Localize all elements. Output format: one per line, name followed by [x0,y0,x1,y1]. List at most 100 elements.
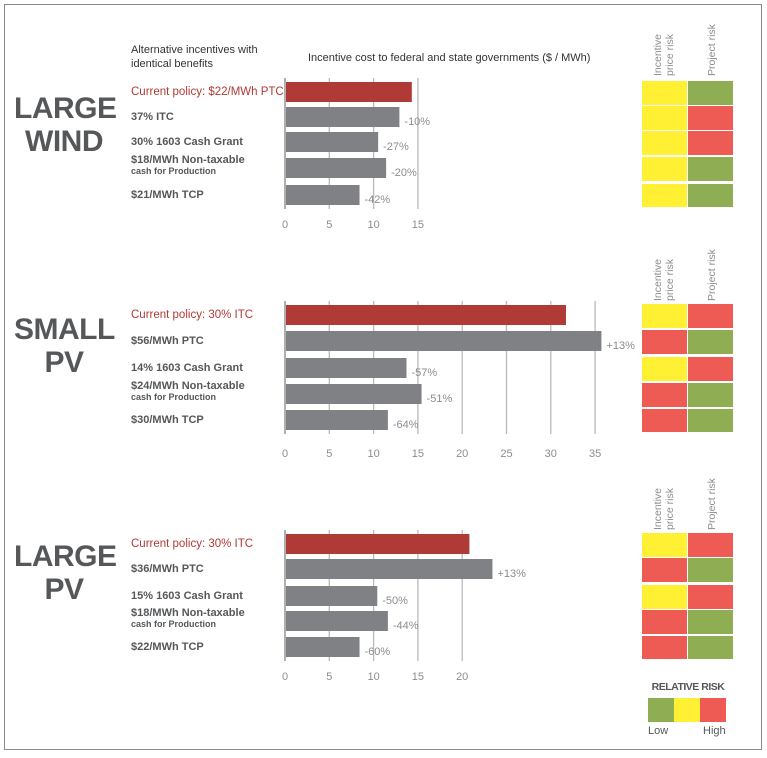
legend-low-label: Low [648,725,669,737]
x-tick-label: 10 [367,671,379,683]
section-title-line: SMALL [14,313,115,346]
risk-cell-incentive-price [642,304,687,328]
bar-alternative [286,132,379,152]
alternative-label: 30% 1603 Cash Grant [131,136,243,148]
section-title-line: PV [44,346,84,379]
label-line: Current policy: 30% ITC [131,309,254,321]
label-line: 30% 1603 Cash Grant [131,136,243,148]
label-line: 15% 1603 Cash Grant [131,590,243,602]
label-line: 37% ITC [131,111,174,123]
change-label: -42% [365,194,391,206]
bar-current-policy [286,534,470,554]
risk-cell-incentive-price [642,357,687,381]
label-line: $18/MWh Non-taxable [131,607,245,619]
risk-cell-incentive-price [642,610,687,634]
label-line: $24/MWh Non-taxable [131,380,245,392]
label-line: cash for Production [131,619,217,629]
label-line: $22/MWh TCP [131,641,204,653]
section-title-line: LARGE [14,92,117,125]
axis-title: Incentive cost to federal and state gove… [308,52,591,64]
section-title: LARGE PV [14,540,117,606]
risk-cell-project [688,81,733,105]
risk-cell-incentive-price [642,330,687,354]
legend-swatch-medium [674,698,700,722]
risk-cell-incentive-price [642,533,687,557]
x-tick-label: 0 [282,671,288,683]
bar-alternative [286,410,388,430]
current-policy-label: Current policy: 30% ITC [131,538,253,550]
x-tick-label: 10 [367,448,379,460]
x-tick-label: 20 [456,671,468,683]
alternative-label: $36/MWh PTC [131,563,204,575]
change-label: -44% [393,620,419,632]
risk-cell-project [688,610,733,634]
change-label: -10% [404,116,430,128]
risk-cell-project [688,357,733,381]
label-line: 14% 1603 Cash Grant [131,362,243,374]
label-line: $30/MWh TCP [131,414,204,426]
change-label: +13% [497,568,526,580]
risk-cell-incentive-price [642,585,687,609]
change-label: -20% [391,167,417,179]
risk-cell-project [688,585,733,609]
risk-cell-incentive-price [642,636,687,659]
section-title-line: LARGE [14,540,117,573]
risk-cell-project [688,636,733,659]
change-label: -51% [427,393,453,405]
risk-cell-incentive-price [642,131,687,155]
bar-alternative [286,185,360,205]
bar-alternative [286,158,387,178]
change-label: -27% [383,141,409,153]
x-tick-label: 20 [456,448,468,460]
legend-swatch-low [648,698,674,722]
section-title: LARGE WIND [14,92,117,158]
x-tick-label: 5 [326,671,332,683]
risk-cell-project [688,330,733,354]
legend-high-label: High [703,725,726,737]
label-line: Current policy: $22/MWh PTC [131,86,284,98]
legend-swatch-high [700,698,726,722]
alternative-label: $18/MWh Non-taxable cash for Production [131,607,245,629]
section-title-line: PV [44,573,84,606]
label-line: $21/MWh TCP [131,189,204,201]
label-line: cash for Production [131,166,217,176]
alternative-label: $22/MWh TCP [131,641,204,653]
bar-current-policy [286,305,566,325]
label-line: cash for Production [131,392,217,402]
x-tick-label: 15 [412,448,424,460]
x-tick-label: 5 [326,219,332,231]
risk-cell-project [688,131,733,155]
bar-alternative [286,384,422,404]
alternative-label: $56/MWh PTC [131,335,204,347]
bar-alternative [286,358,407,378]
risk-cell-incentive-price [642,184,687,207]
bar-current-policy [286,82,412,102]
alternative-label: 37% ITC [131,111,174,123]
alternative-label: 14% 1603 Cash Grant [131,362,243,374]
legend-title: RELATIVE RISK [651,681,725,693]
label-line: $56/MWh PTC [131,335,204,347]
risk-cell-project [688,558,733,582]
bar-alternative [286,637,360,657]
risk-cell-project [688,106,733,130]
section-title-line: WIND [25,125,103,158]
x-tick-label: 35 [589,448,601,460]
risk-cell-project [688,409,733,432]
bar-alternative [286,331,602,351]
figure-frame [4,4,762,750]
risk-cell-project [688,157,733,181]
current-policy-label: Current policy: $22/MWh PTC [131,86,284,98]
section-title: SMALL PV [14,313,115,379]
risk-cell-incentive-price [642,558,687,582]
risk-cell-incentive-price [642,81,687,105]
change-label: -64% [393,419,419,431]
x-tick-label: 15 [412,219,424,231]
risk-cell-project [688,533,733,557]
risk-cell-incentive-price [642,157,687,181]
alternative-label: $30/MWh TCP [131,414,204,426]
x-tick-label: 10 [367,219,379,231]
change-label: -50% [382,595,408,607]
alternative-label: $24/MWh Non-taxable cash for Production [131,380,245,402]
change-label: -60% [365,646,391,658]
